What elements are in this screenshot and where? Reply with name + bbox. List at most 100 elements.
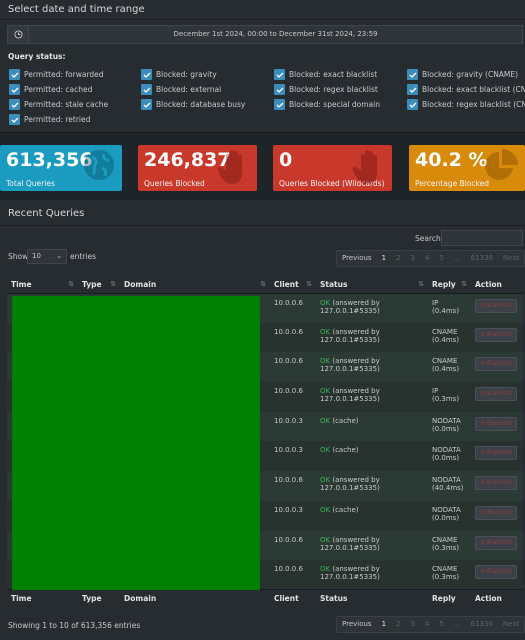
footer-reply: Reply (428, 589, 471, 607)
checkbox-permitted-retried[interactable]: Permitted: retried (9, 114, 90, 125)
blacklist-button[interactable]: ⊘ Blacklist (475, 505, 517, 520)
entries-select[interactable]: 10 ⌄ (27, 249, 67, 264)
cell-action: ⊘ Blacklist (471, 352, 523, 383)
status-ok: OK (320, 446, 331, 455)
pager-page[interactable]: 4 (425, 620, 430, 628)
clock-icon[interactable] (7, 25, 29, 44)
ban-icon: ⊘ (480, 301, 486, 309)
checkmark-icon[interactable] (141, 84, 152, 95)
pager-page[interactable]: 3 (410, 620, 415, 628)
checkmark-icon[interactable] (9, 84, 20, 95)
pager-page[interactable]: 1 (381, 254, 387, 262)
checkbox-permitted-cached[interactable]: Permitted: cached (9, 84, 92, 95)
stat-label: Queries Blocked (144, 179, 205, 188)
checkmark-icon[interactable] (407, 69, 418, 80)
ban-icon: ⊘ (480, 330, 486, 338)
checkmark-icon[interactable] (274, 99, 285, 110)
pager-page[interactable]: 3 (410, 254, 415, 262)
column-header-status[interactable]: Status ⇅ (316, 276, 428, 294)
checkmark-icon[interactable] (407, 99, 418, 110)
checkbox-permitted-forwarded[interactable]: Permitted: forwarded (9, 69, 104, 80)
blacklist-button[interactable]: ⊘ Blacklist (475, 476, 517, 491)
cell-status: OK (answered by 127.0.0.1#5335) (316, 471, 428, 501)
cell-reply: CNAME (0.4ms) (428, 322, 471, 353)
cell-reply: CNAME (0.4ms) (428, 352, 471, 383)
pager-next[interactable]: Next (502, 254, 520, 262)
status-detail: (answered by 127.0.0.1#5335) (320, 535, 380, 552)
status-ok: OK (320, 327, 331, 336)
ban-icon: ⊘ (480, 360, 486, 368)
pager-previous[interactable]: Previous (342, 254, 372, 262)
blacklist-button[interactable]: ⊘ Blacklist (475, 298, 517, 313)
footer-time: Time (7, 589, 78, 607)
checkmark-icon[interactable] (407, 84, 418, 95)
column-header-time[interactable]: Time ⇅ (7, 276, 78, 294)
checkbox-blocked-special-domain[interactable]: Blocked: special domain (274, 99, 380, 110)
sort-icon: ⇅ (418, 280, 424, 288)
checkbox-blocked-gravity-cname[interactable]: Blocked: gravity (CNAME) (407, 69, 518, 80)
blacklist-button[interactable]: ⊘ Blacklist (475, 416, 517, 431)
checkbox-blocked-gravity[interactable]: Blocked: gravity (141, 69, 217, 80)
cell-action: ⊘ Blacklist (471, 500, 523, 531)
cell-reply: CNAME (0.3ms) (428, 530, 471, 561)
pager-next[interactable]: Next (502, 620, 520, 628)
footer-domain: Domain (120, 589, 270, 607)
status-detail: (answered by 127.0.0.1#5335) (320, 476, 380, 493)
column-header-domain[interactable]: Domain ⇅ (120, 276, 270, 294)
pager-page[interactable]: 5 (439, 254, 444, 262)
column-header-type[interactable]: Type ⇅ (78, 276, 120, 294)
checkbox-blocked-exact-blacklist[interactable]: Blocked: exact blacklist (274, 69, 377, 80)
blacklist-button[interactable]: ⊘ Blacklist (475, 357, 517, 372)
cell-action: ⊘ Blacklist (471, 382, 523, 412)
pager-page[interactable]: 61336 (470, 620, 493, 628)
status-detail: (answered by 127.0.0.1#5335) (320, 298, 380, 315)
checkmark-icon[interactable] (9, 69, 20, 80)
checkbox-permitted-stale-cache[interactable]: Permitted: stale cache (9, 99, 108, 110)
checkmark-icon[interactable] (141, 69, 152, 80)
pager-page[interactable]: 2 (396, 254, 401, 262)
cell-status: OK (cache) (316, 411, 428, 442)
pager-page[interactable]: 4 (425, 254, 430, 262)
hand-icon (217, 148, 251, 188)
blacklist-button[interactable]: ⊘ Blacklist (475, 565, 517, 580)
pager-page[interactable]: 1 (381, 620, 387, 628)
sort-desc-icon: ⇅ (68, 280, 74, 288)
blacklist-button[interactable]: ⊘ Blacklist (475, 535, 517, 550)
pager-page[interactable]: 2 (396, 620, 401, 628)
hand-icon (352, 148, 386, 188)
checkbox-blocked-database-busy[interactable]: Blocked: database busy (141, 99, 245, 110)
status-ok: OK (320, 357, 331, 366)
checkbox-blocked-exact-blacklist-cname[interactable]: Blocked: exact blacklist (CNAME) (407, 84, 525, 95)
blacklist-button[interactable]: ⊘ Blacklist (475, 327, 517, 342)
checkmark-icon[interactable] (9, 99, 20, 110)
blacklist-button[interactable]: ⊘ Blacklist (475, 446, 517, 461)
checkmark-icon[interactable] (274, 84, 285, 95)
search-input[interactable] (441, 230, 523, 246)
pager-ellipsis: ... (453, 254, 461, 262)
date-range-input[interactable]: December 1st 2024, 00:00 to December 31s… (29, 25, 523, 44)
pager-page[interactable]: 61336 (470, 254, 493, 262)
checkbox-blocked-regex-blacklist-cname[interactable]: Blocked: regex blacklist (CNAME) (407, 99, 525, 110)
status-detail: (cache) (332, 446, 359, 455)
cell-reply: NODATA (0.0ms) (428, 441, 471, 472)
cell-action: ⊘ Blacklist (471, 322, 523, 353)
pager-previous[interactable]: Previous (342, 620, 372, 628)
blacklist-button[interactable]: ⊘ Blacklist (475, 387, 517, 402)
column-header-client[interactable]: Client ⇅ (270, 276, 316, 294)
date-range-picker[interactable]: December 1st 2024, 00:00 to December 31s… (7, 25, 523, 44)
cell-action: ⊘ Blacklist (471, 411, 523, 442)
recent-queries-title: Recent Queries (0, 200, 525, 226)
checkbox-blocked-regex-blacklist[interactable]: Blocked: regex blacklist (274, 84, 378, 95)
footer-type: Type (78, 589, 120, 607)
checkmark-icon[interactable] (141, 99, 152, 110)
stat-label: Queries Blocked (Wildcards) (279, 179, 385, 188)
checkmark-icon[interactable] (274, 69, 285, 80)
cell-status: OK (answered by 127.0.0.1#5335) (316, 322, 428, 353)
pager-page[interactable]: 5 (439, 620, 444, 628)
checkbox-blocked-external[interactable]: Blocked: external (141, 84, 221, 95)
column-header-reply[interactable]: Reply ⇅ (428, 276, 471, 294)
status-ok: OK (320, 535, 331, 544)
sort-icon: ⇅ (260, 280, 266, 288)
checkmark-icon[interactable] (9, 114, 20, 125)
cell-client: 10.0.0.6 (270, 382, 316, 412)
